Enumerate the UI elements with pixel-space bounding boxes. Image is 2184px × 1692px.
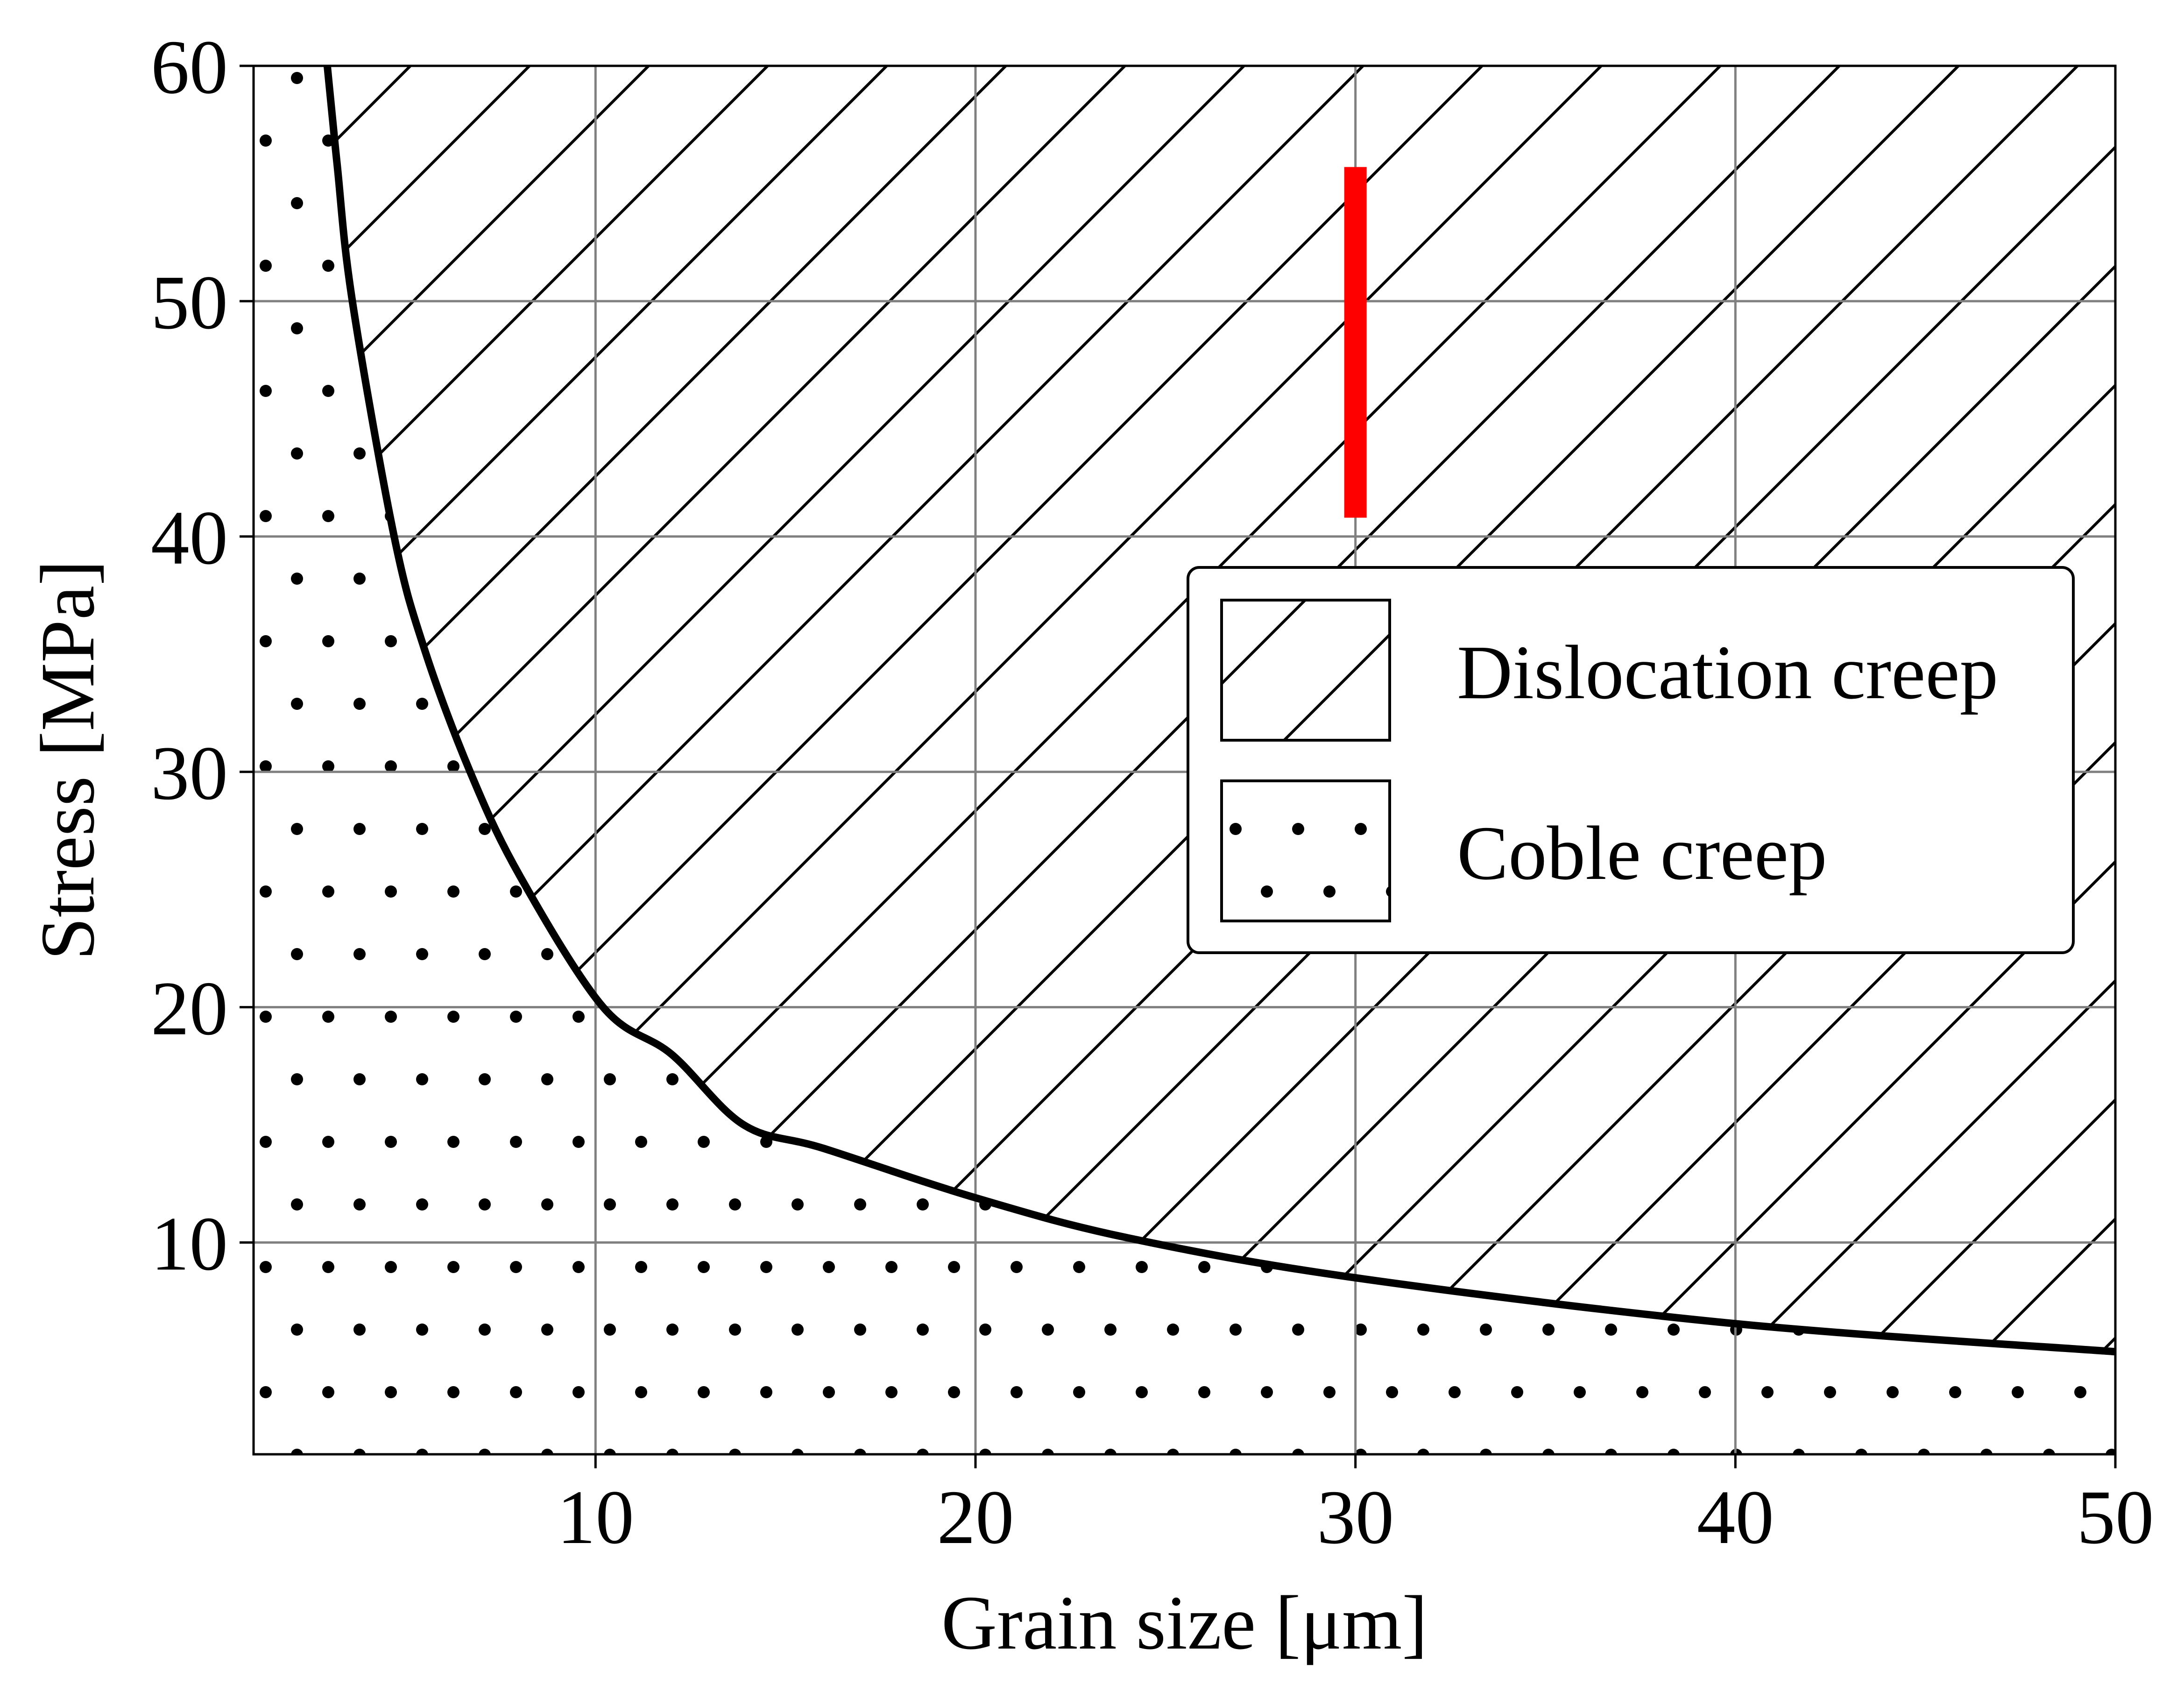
legend-label: Coble creep [1457, 810, 1827, 896]
x-axis-label: Grain size [μm] [941, 1580, 1428, 1665]
y-axis-label: Stress [MPa] [25, 560, 110, 960]
y-tick-label: 60 [151, 24, 228, 110]
x-tick-label: 50 [2077, 1474, 2154, 1560]
y-tick-label: 10 [151, 1201, 228, 1286]
legend-swatch [1220, 599, 1391, 742]
x-tick-label: 30 [1317, 1474, 1394, 1560]
y-tick-label: 40 [151, 495, 228, 581]
y-tick-label: 20 [151, 966, 228, 1051]
plot-frame [252, 64, 2117, 1456]
legend-swatch [1220, 779, 1391, 922]
x-tick-label: 20 [937, 1474, 1014, 1560]
boundary-line [323, 66, 2115, 1356]
x-tick-label: 40 [1697, 1474, 1774, 1560]
y-tick-label: 50 [151, 260, 228, 345]
x-tick-label: 10 [557, 1474, 634, 1560]
axes: 10 20 30 40 50 10 20 30 40 50 60 Grain size [μm] Str… [25, 24, 2154, 1665]
legend: Dislocation creep Coble creep [1187, 566, 2075, 954]
y-tick-label: 30 [151, 730, 228, 816]
legend-box [1187, 566, 2075, 954]
legend-label: Dislocation creep [1457, 630, 1998, 715]
